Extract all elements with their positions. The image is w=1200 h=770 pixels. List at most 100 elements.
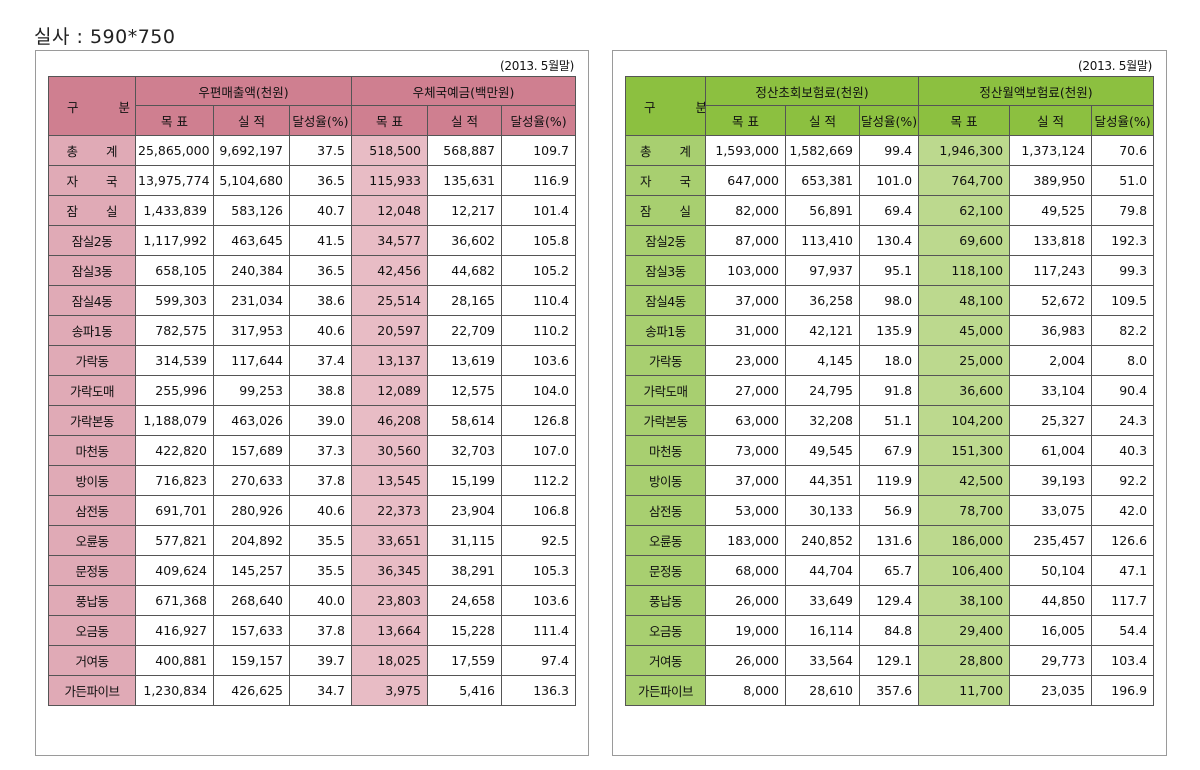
table-cell: 30,560 (351, 435, 428, 466)
table-cell: 37.8 (289, 615, 352, 646)
table-cell: 129.4 (858, 585, 920, 616)
subheader-rate: 달성율(%) (289, 105, 352, 136)
table-cell: 17,559 (427, 645, 502, 676)
table-cell: 33,075 (1009, 495, 1093, 526)
row-label: 가락도매 (625, 375, 706, 406)
table-cell: 103,000 (705, 255, 786, 286)
table-cell: 82,000 (705, 195, 786, 226)
table-cell: 577,821 (135, 525, 214, 556)
table-cell: 111.4 (500, 615, 577, 646)
table-cell: 109.5 (1091, 285, 1155, 316)
table-cell: 1,433,839 (135, 195, 214, 226)
table-row: 오륜동 183,000 240,852 131.6 186,000 235,457 126.… (625, 525, 1155, 556)
table-cell: 463,645 (213, 225, 290, 256)
table-cell: 53,000 (705, 495, 786, 526)
table-cell: 28,165 (427, 285, 502, 316)
table-cell: 115,933 (351, 165, 428, 196)
table-cell: 105.3 (500, 555, 577, 586)
table-cell: 25,000 (918, 345, 1011, 376)
table-cell: 13,619 (427, 345, 502, 376)
table-row: 삼전동 691,701 280,926 40.6 22,373 23,904 106.8 (48, 495, 577, 526)
table-cell: 103.6 (500, 585, 577, 616)
row-label: 풍납동 (48, 585, 136, 616)
table-cell: 126.6 (1091, 525, 1155, 556)
table-cell: 47.1 (1091, 555, 1155, 586)
row-label: 문정동 (48, 555, 136, 586)
table-cell: 90.4 (1091, 375, 1155, 406)
table-cell: 40.3 (1091, 435, 1155, 466)
table-cell: 70.6 (1091, 135, 1155, 166)
subheader-actual: 실 적 (785, 105, 860, 136)
table-cell: 54.4 (1091, 615, 1155, 646)
row-label: 거여동 (625, 645, 706, 676)
table-cell: 3,975 (351, 675, 428, 706)
table-cell: 24,795 (785, 375, 860, 406)
table-cell: 11,700 (918, 675, 1011, 706)
table-cell: 126.8 (500, 405, 577, 436)
table-cell: 112.2 (500, 465, 577, 496)
table-cell: 357.6 (858, 675, 920, 706)
table-cell: 22,709 (427, 315, 502, 346)
table-cell: 44,850 (1009, 585, 1093, 616)
table-cell: 69,600 (918, 225, 1011, 256)
table-cell: 36.5 (289, 255, 352, 286)
table-row: 오금동 416,927 157,633 37.8 13,664 15,228 111.4 (48, 615, 577, 646)
table-cell: 33,564 (785, 645, 860, 676)
table-cell: 196.9 (1091, 675, 1155, 706)
table-cell: 25,514 (351, 285, 428, 316)
table-row: 잠실4동 37,000 36,258 98.0 48,100 52,672 109.5 (625, 285, 1155, 316)
row-label: 풍납동 (625, 585, 706, 616)
table-cell: 18.0 (858, 345, 920, 376)
table-cell: 113,410 (785, 225, 860, 256)
table-cell: 13,545 (351, 465, 428, 496)
table-cell: 2,004 (1009, 345, 1093, 376)
table-cell: 105.2 (500, 255, 577, 286)
table-cell: 400,881 (135, 645, 214, 676)
table-row: 풍납동 26,000 33,649 129.4 38,100 44,850 117.7 (625, 585, 1155, 616)
insurance-performance-table: 구 분 정산초회보험료(천원) 정산월액보험료(천원) 목 표 실 적 달성율(… (625, 76, 1155, 706)
group-header-deposits: 우체국예금(백만원) (350, 76, 577, 106)
table-cell: 15,199 (427, 465, 502, 496)
table-row: 문정동 409,624 145,257 35.5 36,345 38,291 105.3 (48, 555, 577, 586)
table-row: 잠실2동 87,000 113,410 130.4 69,600 133,818 192.3 (625, 225, 1155, 256)
date-note: (2013. 5월말) (500, 59, 574, 73)
table-row: 가락본동 1,188,079 463,026 39.0 46,208 58,614 126.… (48, 405, 577, 436)
row-label: 자 국 (48, 165, 136, 196)
table-cell: 159,157 (213, 645, 290, 676)
row-label: 가락본동 (625, 405, 706, 436)
row-label: 삼전동 (48, 495, 136, 526)
table-row: 방이동 716,823 270,633 37.8 13,545 15,199 112.2 (48, 465, 577, 496)
table-cell: 389,950 (1009, 165, 1093, 196)
table-cell: 231,034 (213, 285, 290, 316)
row-label: 잠 실 (625, 195, 706, 226)
table-cell: 129.1 (858, 645, 920, 676)
table-cell: 583,126 (213, 195, 290, 226)
table-cell: 186,000 (918, 525, 1011, 556)
row-label: 문정동 (625, 555, 706, 586)
table-cell: 280,926 (213, 495, 290, 526)
table-cell: 23,803 (351, 585, 428, 616)
table-row: 가락동 314,539 117,644 37.4 13,137 13,619 103.6 (48, 345, 577, 376)
table-cell: 8,000 (705, 675, 786, 706)
table-cell: 16,005 (1009, 615, 1093, 646)
table-row: 가락동 23,000 4,145 18.0 25,000 2,004 8.0 (625, 345, 1155, 376)
row-label: 가락동 (625, 345, 706, 376)
subheader-rate: 달성율(%) (1091, 105, 1155, 136)
postal-performance-panel: (2013. 5월말) 구 분 우편매출액(천원) 우체국예금(백만원) 목 표… (35, 50, 589, 756)
table-row: 마천동 422,820 157,689 37.3 30,560 32,703 107.0 (48, 435, 577, 466)
row-label: 삼전동 (625, 495, 706, 526)
table-cell: 1,188,079 (135, 405, 214, 436)
table-cell: 240,852 (785, 525, 860, 556)
table-cell: 45,000 (918, 315, 1011, 346)
table-cell: 5,416 (427, 675, 502, 706)
table-cell: 31,115 (427, 525, 502, 556)
table-cell: 716,823 (135, 465, 214, 496)
table-cell: 1,230,834 (135, 675, 214, 706)
table-row: 오금동 19,000 16,114 84.8 29,400 16,005 54.4 (625, 615, 1155, 646)
table-cell: 46,208 (351, 405, 428, 436)
table-cell: 56,891 (785, 195, 860, 226)
table-cell: 18,025 (351, 645, 428, 676)
group-header-sales: 우편매출액(천원) (135, 76, 352, 106)
table-cell: 36,600 (918, 375, 1011, 406)
table-cell: 25,865,000 (135, 135, 214, 166)
